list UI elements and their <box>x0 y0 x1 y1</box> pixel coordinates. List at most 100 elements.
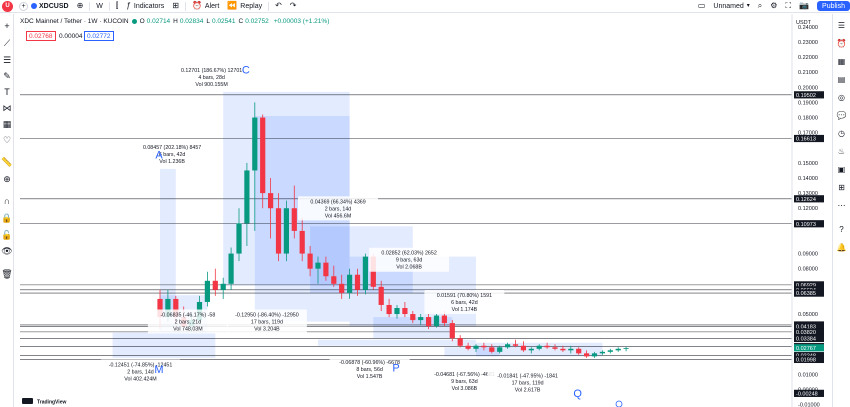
tradingview-logo[interactable]: TradingView <box>22 398 66 406</box>
remove-drawings-tool[interactable]: 🗑 <box>1 268 13 280</box>
candle-body <box>552 347 558 349</box>
range-volume-text: Vol 1.547B <box>357 374 383 380</box>
redo-button[interactable]: ↷ <box>286 0 301 13</box>
price-badge-bg-8 <box>794 322 824 330</box>
range-change-text: 0.08457 (202.18%) 8457 <box>143 145 201 151</box>
calendar-button[interactable]: ▣ <box>836 164 847 175</box>
fullscreen-button[interactable]: ⛶ <box>781 0 795 13</box>
range-bars-text: 2 bars, 14d <box>325 206 352 212</box>
settings-button[interactable]: ⚙ <box>766 0 781 13</box>
scroll-to-realtime-icon[interactable] <box>615 400 623 407</box>
brush-icon: ✎ <box>3 70 11 81</box>
zoom-tool[interactable]: ⊕ <box>1 173 13 185</box>
fib-tool[interactable]: ☰ <box>1 54 13 66</box>
range-volume-text: Vol 1.236B <box>159 159 185 165</box>
text-icon: T <box>4 86 10 97</box>
measure-tool[interactable]: ▦ <box>1 118 13 130</box>
trend-line-tool[interactable]: ⟋ <box>1 37 13 49</box>
more-button[interactable]: ⋯ <box>836 200 847 211</box>
apps-button[interactable]: ⊞ <box>836 182 847 193</box>
chat-button[interactable]: 💬 <box>836 110 847 121</box>
candle-body <box>402 307 408 315</box>
user-avatar[interactable]: U <box>2 0 13 12</box>
candle-body <box>426 317 432 327</box>
crosshair-tool[interactable]: + <box>1 20 13 32</box>
symbol-search-button[interactable]: XDCUSD <box>31 0 73 13</box>
undo-button[interactable]: ↶ <box>271 0 286 13</box>
chevron-down-icon: ▾ <box>746 3 750 9</box>
candle-body <box>418 317 424 321</box>
candle-body <box>473 345 479 349</box>
ruler-tool[interactable]: 📏 <box>1 156 13 168</box>
text-tool[interactable]: T <box>1 86 13 98</box>
snapshot-button[interactable]: 📷 <box>795 0 813 13</box>
publish-button[interactable]: Publish <box>817 1 850 11</box>
price-badge-bg-12 <box>794 344 824 352</box>
notifications-button[interactable]: 🔔 <box>836 242 847 253</box>
news-button[interactable]: ▤ <box>836 74 847 85</box>
range-change-text: 0.01591 (70.80%) 1591 <box>437 293 492 299</box>
price-badge-bg-13 <box>794 352 824 360</box>
news-icon: ▤ <box>837 75 846 84</box>
quick-search-button[interactable]: ⌕ <box>754 0 766 13</box>
chart-type-button[interactable]: ⫿ <box>112 0 123 13</box>
magnet-tool[interactable]: ∩ <box>1 195 13 207</box>
templates-button[interactable]: ⊞ <box>168 0 183 13</box>
lock-drawings-tool[interactable]: 🔓 <box>1 229 13 241</box>
candle-body <box>497 347 503 352</box>
symbol-compare-icon[interactable]: + <box>19 1 28 11</box>
hide-drawings-tool[interactable]: 👁 <box>1 245 13 257</box>
ideas-button[interactable]: ◎ <box>836 92 847 103</box>
range-bars-text: 6 bars, 42d <box>159 152 186 158</box>
currency-label[interactable]: USDT <box>796 20 812 26</box>
sell-price-button[interactable]: 0.02768 <box>26 31 56 41</box>
price-badge-bg-0 <box>794 91 824 99</box>
price-tick: 0.14000 <box>798 176 818 182</box>
price-tick: 0.15000 <box>798 161 818 167</box>
apps-icon: ⊞ <box>838 183 845 192</box>
candle-body <box>204 280 210 302</box>
pattern-tool[interactable]: ⋈ <box>1 102 13 114</box>
price-badge: 0.04183 <box>796 324 816 330</box>
data-window-button[interactable]: ▦ <box>836 56 847 67</box>
layout-icon: ▭ <box>697 1 706 10</box>
icon-tool[interactable]: ♡ <box>1 134 13 146</box>
price-tick: 0.24000 <box>798 25 818 31</box>
divider <box>89 1 91 11</box>
indicators-button[interactable]: ƒ Indicators <box>122 0 168 13</box>
candle-body <box>386 304 392 315</box>
range-box-4 <box>373 317 453 339</box>
candle-body <box>157 298 163 318</box>
price-badge-bg-6 <box>794 289 824 297</box>
interval-button[interactable]: W <box>92 0 107 13</box>
range-bars-text: 8 bars, 56d <box>356 367 383 373</box>
lock-tool[interactable]: 🔒 <box>1 212 13 224</box>
price-badge: 0.01998 <box>796 357 816 363</box>
layout-button[interactable]: ▭ <box>694 0 710 13</box>
add-symbol-button[interactable]: ⊕ <box>73 0 88 13</box>
hotlist-button[interactable]: ♨ <box>836 146 847 157</box>
trend-line-icon: ⟋ <box>3 37 11 48</box>
pattern-icon: ⋈ <box>2 102 12 113</box>
range-change-text: 0.12701 (186.67%) 12701 <box>181 68 242 74</box>
candle-body <box>560 348 566 351</box>
range-bars-text: 2 bars, 14d <box>127 369 154 375</box>
range-label-bg-8 <box>329 357 410 382</box>
price-badge: 0.06385 <box>796 291 816 297</box>
buy-price-button[interactable]: 0.02772 <box>84 31 114 41</box>
alerts-button[interactable]: ⏰ <box>836 38 847 49</box>
widget-bar: ☰ ⏰ ▦ ▤ ◎ 💬 ◷ ♨ ▣ ⊞ ⋯ ? 🔔 <box>832 14 850 407</box>
brush-tool[interactable]: ✎ <box>1 70 13 82</box>
candle-body <box>607 350 613 352</box>
layout-name-button[interactable]: Unnamed ▾ <box>709 0 753 13</box>
help-button[interactable]: ? <box>836 224 847 235</box>
alert-button[interactable]: ⏰ Alert <box>188 0 223 13</box>
candle-body <box>323 262 329 277</box>
range-box-0 <box>160 168 176 318</box>
range-box-7 <box>112 332 216 358</box>
replay-button[interactable]: ⏪ Replay <box>223 0 266 13</box>
candle-body <box>520 345 526 351</box>
screener-button[interactable]: ◷ <box>836 128 847 139</box>
watchlist-button[interactable]: ☰ <box>836 20 847 31</box>
